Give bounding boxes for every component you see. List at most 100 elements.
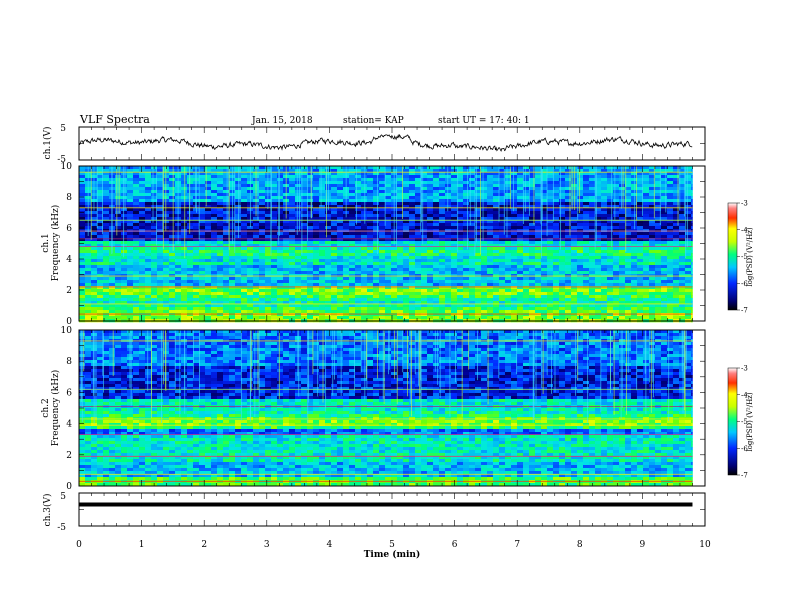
spectrogram-cell: [211, 271, 218, 275]
spectrogram-cell: [475, 232, 482, 236]
spectrogram-cell: [601, 208, 608, 212]
spectrogram-cell: [79, 217, 86, 221]
spectrogram-cell: [109, 256, 116, 260]
spectrogram-cell: [547, 244, 554, 248]
spectrogram-cell: [601, 202, 608, 206]
spectrogram-cell: [265, 280, 272, 284]
spectrogram-cell: [487, 283, 494, 287]
spectrogram-cell: [397, 298, 404, 302]
spectrogram-cell: [583, 169, 590, 173]
spectrogram-cell: [169, 211, 176, 215]
spectrogram-cell: [313, 166, 320, 170]
spectrogram-cell: [451, 298, 458, 302]
spectrogram-cell: [451, 229, 458, 233]
spectrogram-cell: [307, 166, 314, 170]
spectrogram-cell: [157, 190, 164, 194]
spectrogram-cell: [121, 184, 128, 188]
spectrogram-cell: [487, 241, 494, 245]
spectrogram-cell: [133, 301, 140, 305]
spectrogram-cell: [301, 223, 308, 227]
spectrogram-cell: [157, 238, 164, 242]
spectrogram-cell: [133, 268, 140, 272]
spectrogram-cell: [319, 244, 326, 248]
spectrogram-cell: [409, 292, 416, 296]
spectrogram-cell: [199, 256, 206, 260]
spectrogram-cell: [187, 175, 194, 179]
spectrogram-cell: [181, 208, 188, 212]
spectrogram-cell: [433, 166, 440, 170]
spectrogram-cell: [553, 166, 560, 170]
spectrogram-cell: [667, 256, 674, 260]
spectrogram-cell: [427, 301, 434, 305]
spectrogram-cell: [577, 178, 584, 182]
spectrogram-cell: [355, 205, 362, 209]
spectrogram-cell: [499, 298, 506, 302]
spectrogram-cell: [205, 172, 212, 176]
spectrogram-cell: [511, 268, 518, 272]
spectrogram-cell: [667, 298, 674, 302]
spectrogram-cell: [223, 187, 230, 191]
spectrogram-cell: [391, 271, 398, 275]
spectrogram-cell: [253, 217, 260, 221]
spectrogram-cell: [643, 289, 650, 293]
spectrogram-cell: [397, 223, 404, 227]
spectrogram-cell: [643, 244, 650, 248]
spectrogram-cell: [283, 271, 290, 275]
spectrogram-cell: [613, 283, 620, 287]
spectrogram-cell: [607, 244, 614, 248]
spectrogram-cell: [529, 229, 536, 233]
spectrogram-cell: [565, 217, 572, 221]
spectrogram-cell: [409, 250, 416, 254]
spectrogram-cell: [607, 265, 614, 269]
spectrogram-cell: [565, 199, 572, 203]
spectrogram-cell: [595, 292, 602, 296]
spectrogram-cell: [115, 283, 122, 287]
spectrogram-cell: [247, 289, 254, 293]
spectrogram-cell: [463, 205, 470, 209]
spectrogram-cell: [301, 226, 308, 230]
spectrogram-cell: [79, 226, 86, 230]
spectrogram-cell: [499, 205, 506, 209]
spectrogram-cell: [265, 301, 272, 305]
spectrogram-cell: [139, 292, 146, 296]
spectrogram-cell: [175, 268, 182, 272]
spectrogram-cell: [487, 277, 494, 281]
spectrogram-cell: [577, 244, 584, 248]
spectrogram-cell: [223, 235, 230, 239]
spectrogram-cell: [79, 277, 86, 281]
spectrogram-cell: [547, 232, 554, 236]
spectrogram-cell: [625, 268, 632, 272]
spectrogram-cell: [169, 226, 176, 230]
spectrogram-cell: [457, 277, 464, 281]
spectrogram-cell: [313, 223, 320, 227]
spectrogram-cell: [427, 196, 434, 200]
spectrogram-cell: [145, 262, 152, 266]
ch1-ytick-bottom: -5: [57, 155, 66, 165]
spectrogram-cell: [433, 214, 440, 218]
spectrogram-cell: [433, 208, 440, 212]
spectrogram-cell: [97, 304, 104, 308]
spectrogram-cell: [643, 262, 650, 266]
spectrogram-cell: [199, 211, 206, 215]
spectrogram-cell: [637, 295, 644, 299]
spectrogram-cell: [205, 292, 212, 296]
spectrogram-cell: [631, 208, 638, 212]
spectrogram-cell: [319, 289, 326, 293]
spectrogram-cell: [301, 172, 308, 176]
spectrogram-cell: [217, 289, 224, 293]
spectrogram-cell: [247, 250, 254, 254]
spectrogram-cell: [313, 238, 320, 242]
spectrogram-cell: [181, 304, 188, 308]
spectrogram-cell: [331, 286, 338, 290]
spectrogram-cell: [631, 169, 638, 173]
spectrogram-cell: [271, 271, 278, 275]
spectrogram-cell: [139, 229, 146, 233]
spectrogram-cell: [151, 247, 158, 251]
spectrogram-cell: [535, 229, 542, 233]
spectrogram-cell: [139, 241, 146, 245]
spectrogram-cell: [679, 175, 686, 179]
spectrogram-cell: [601, 223, 608, 227]
spectrogram-cell: [169, 223, 176, 227]
spectrogram-cell: [625, 181, 632, 185]
spectrogram-cell: [373, 304, 380, 308]
